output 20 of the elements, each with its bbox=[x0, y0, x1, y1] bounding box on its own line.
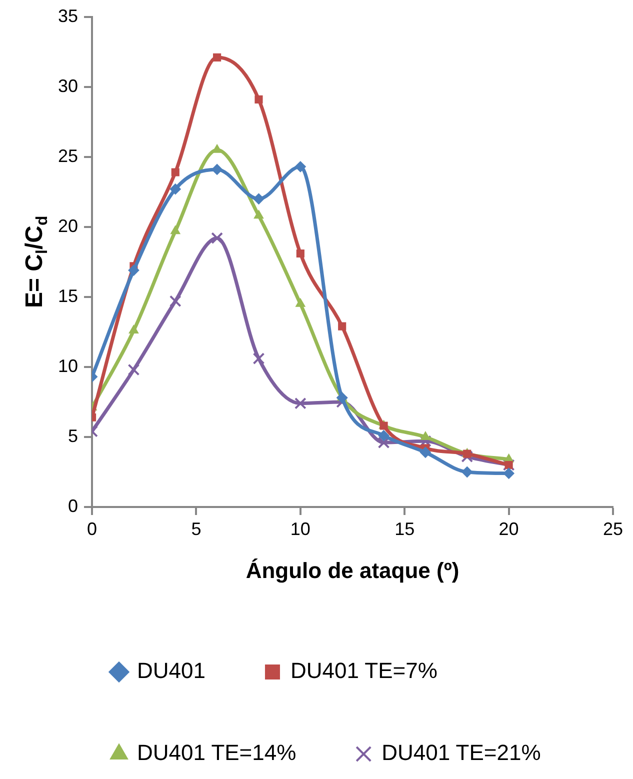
y-tick-label: 35 bbox=[58, 6, 78, 26]
x-tick-label: 20 bbox=[498, 518, 519, 539]
legend-label: DU401 TE=21% bbox=[382, 740, 541, 766]
y-tick-label: 25 bbox=[58, 146, 78, 166]
x-tick-label: 25 bbox=[602, 518, 624, 539]
x-tick-label: 0 bbox=[87, 518, 98, 539]
legend-label: DU401 TE=14% bbox=[137, 740, 296, 766]
x-axis-title: Ángulo de ataque (º) bbox=[246, 558, 460, 583]
y-tick-label: 30 bbox=[58, 76, 78, 96]
y-tick-label: 0 bbox=[68, 496, 78, 516]
legend-label: DU401 bbox=[137, 658, 206, 684]
y-axis-title: E= Cl/Cd bbox=[21, 216, 51, 308]
y-tick-label: 5 bbox=[68, 426, 78, 446]
y-tick-label: 10 bbox=[58, 356, 78, 376]
y-tick-label: 20 bbox=[58, 216, 78, 236]
y-tick-label: 15 bbox=[58, 286, 78, 306]
x-tick-label: 10 bbox=[290, 518, 310, 539]
x-tick-label: 5 bbox=[191, 518, 202, 539]
x-tick-label: 15 bbox=[394, 518, 415, 539]
legend-label: DU401 TE=7% bbox=[290, 658, 438, 684]
